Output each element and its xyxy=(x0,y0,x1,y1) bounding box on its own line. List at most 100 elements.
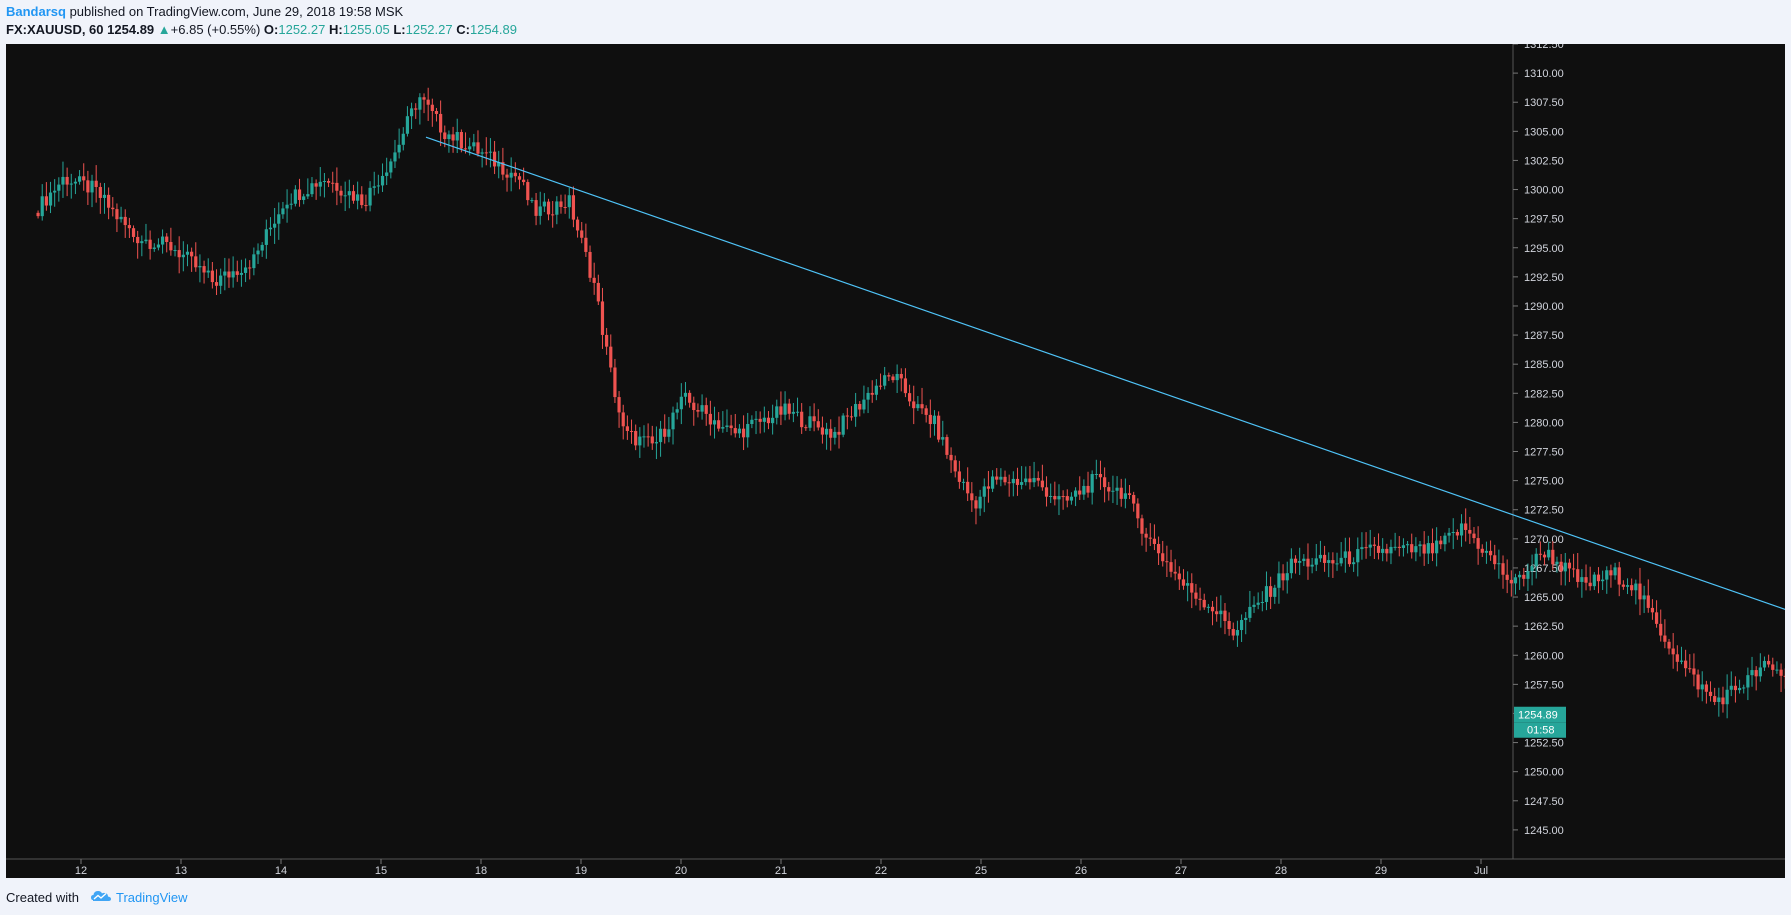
candle-body xyxy=(1468,529,1472,534)
author-link[interactable]: Bandarsq xyxy=(6,4,66,19)
candle-body xyxy=(800,411,804,428)
y-tick-label: 1307.50 xyxy=(1524,97,1564,109)
candle-body xyxy=(492,151,497,167)
candle-body xyxy=(1733,685,1738,691)
x-tick-label: 25 xyxy=(975,865,987,877)
candle-body xyxy=(1430,543,1435,554)
candle-body xyxy=(1704,684,1708,692)
candle-body xyxy=(758,418,762,422)
candle-body xyxy=(675,409,679,413)
downtrend-line xyxy=(425,136,1785,610)
candle-body xyxy=(1223,610,1227,622)
candle-body xyxy=(1239,620,1244,631)
candle-body xyxy=(1057,496,1061,500)
candle-body xyxy=(1762,660,1767,668)
x-tick-label: 27 xyxy=(1175,865,1187,877)
candle-body xyxy=(1638,583,1642,600)
candle-body xyxy=(1086,485,1090,493)
candle-body xyxy=(1613,567,1617,576)
candle-body xyxy=(841,415,845,435)
candle-body xyxy=(1140,518,1144,534)
candle-body xyxy=(73,181,78,184)
candle-body xyxy=(642,436,646,438)
high-value: 1255.05 xyxy=(342,22,390,37)
candle-body xyxy=(476,142,480,154)
candle-body xyxy=(1401,545,1406,548)
candle-body xyxy=(1684,660,1688,669)
candle-body xyxy=(401,133,405,145)
candle-body xyxy=(1032,477,1036,483)
candle-body xyxy=(1277,573,1281,588)
candle-body xyxy=(966,481,970,494)
candle-body xyxy=(546,201,551,215)
candle-body xyxy=(1177,573,1181,580)
candle-body xyxy=(1298,561,1302,563)
candle-body xyxy=(937,415,941,440)
y-tick-label: 1285.00 xyxy=(1524,359,1564,371)
candle-body xyxy=(1758,667,1762,677)
candle-body xyxy=(683,392,688,397)
candle-body xyxy=(1231,629,1235,636)
x-tick-label: 13 xyxy=(175,865,187,877)
low-value: 1252.27 xyxy=(405,22,453,37)
candle-body xyxy=(430,104,434,112)
candle-body xyxy=(1783,675,1785,677)
candle-body xyxy=(812,416,816,422)
candle-body xyxy=(459,132,463,149)
candle-body xyxy=(1165,561,1169,563)
candle-body xyxy=(1547,549,1551,558)
candle-body xyxy=(277,214,281,224)
candle-body xyxy=(235,271,239,275)
candle-body xyxy=(866,392,870,400)
candle-body xyxy=(339,190,343,196)
candle-body xyxy=(219,275,223,286)
x-tick-label: 14 xyxy=(275,865,287,877)
candle-body xyxy=(754,418,758,420)
candle-body xyxy=(733,428,737,434)
candle-body xyxy=(1397,546,1401,548)
candle-body xyxy=(82,176,86,181)
x-tick-label: 21 xyxy=(775,865,787,877)
chart-header: Bandarsq published on TradingView.com, J… xyxy=(0,0,1791,44)
candle-body xyxy=(264,229,268,245)
candle-body xyxy=(451,134,455,141)
candle-body xyxy=(605,334,609,347)
candle-body xyxy=(1132,494,1136,504)
y-tick-label: 1302.50 xyxy=(1524,155,1564,167)
candle-body xyxy=(816,421,820,428)
candle-body xyxy=(297,189,302,200)
candle-body xyxy=(111,207,115,210)
candle-body xyxy=(1376,545,1381,553)
tradingview-cloud-icon[interactable] xyxy=(90,888,112,904)
candle-body xyxy=(1107,487,1111,492)
price-chart[interactable]: 1245.001247.501250.001252.501255.001257.… xyxy=(6,44,1785,878)
candle-body xyxy=(1053,495,1057,500)
candle-body xyxy=(1248,606,1252,618)
candle-body xyxy=(306,194,310,197)
candle-body xyxy=(318,181,322,187)
candle-body xyxy=(77,176,82,182)
y-tick-label: 1245.00 xyxy=(1524,825,1564,837)
chart-area[interactable]: 1245.001247.501250.001252.501255.001257.… xyxy=(6,44,1785,878)
candle-body xyxy=(1422,544,1426,554)
candle-body xyxy=(1215,611,1219,615)
candle-body xyxy=(61,176,65,185)
candle-body xyxy=(1235,630,1240,636)
candle-body xyxy=(1302,558,1306,562)
tradingview-brand-link[interactable]: TradingView xyxy=(116,890,188,905)
candle-body xyxy=(1505,574,1509,580)
candle-body xyxy=(895,373,899,381)
candle-body xyxy=(1049,495,1053,497)
candle-body xyxy=(1339,557,1343,564)
y-tick-label: 1290.00 xyxy=(1524,301,1564,313)
candle-body xyxy=(903,378,908,394)
candle-body xyxy=(1700,684,1704,690)
candle-body xyxy=(65,176,69,185)
candle-body xyxy=(1654,612,1659,624)
candle-body xyxy=(480,152,484,154)
candle-body xyxy=(580,230,584,238)
candle-body xyxy=(957,471,961,482)
close-value: 1254.89 xyxy=(469,22,517,37)
candle-body xyxy=(1692,668,1696,675)
candle-body xyxy=(858,403,862,410)
